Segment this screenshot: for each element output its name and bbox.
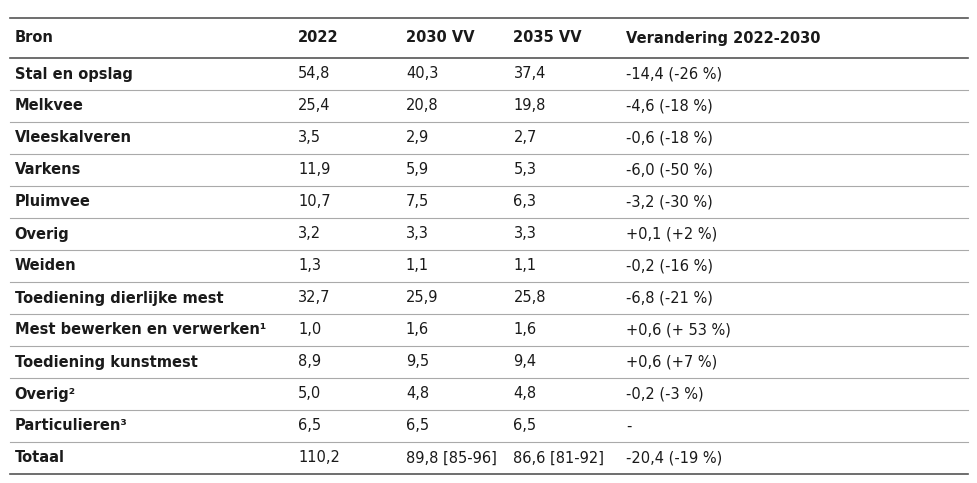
- Text: 25,8: 25,8: [513, 290, 545, 306]
- Text: 3,3: 3,3: [405, 227, 428, 242]
- Text: 2030 VV: 2030 VV: [405, 30, 474, 45]
- Text: 6,5: 6,5: [405, 418, 429, 434]
- Text: 6,3: 6,3: [513, 195, 536, 210]
- Text: 4,8: 4,8: [513, 386, 536, 401]
- Text: +0,6 (+ 53 %): +0,6 (+ 53 %): [625, 323, 730, 338]
- Text: Vleeskalveren: Vleeskalveren: [15, 130, 132, 145]
- Text: +0,1 (+2 %): +0,1 (+2 %): [625, 227, 716, 242]
- Text: -0,6 (-18 %): -0,6 (-18 %): [625, 130, 712, 145]
- Text: 1,0: 1,0: [298, 323, 321, 338]
- Text: Overig: Overig: [15, 227, 69, 242]
- Text: 3,5: 3,5: [298, 130, 321, 145]
- Text: 86,6 [81-92]: 86,6 [81-92]: [513, 451, 604, 466]
- Text: 1,6: 1,6: [405, 323, 429, 338]
- Text: -3,2 (-30 %): -3,2 (-30 %): [625, 195, 712, 210]
- Text: Melkvee: Melkvee: [15, 99, 83, 114]
- Text: 110,2: 110,2: [298, 451, 340, 466]
- Text: 3,3: 3,3: [513, 227, 535, 242]
- Text: 3,2: 3,2: [298, 227, 321, 242]
- Text: 1,1: 1,1: [513, 258, 536, 273]
- Text: 2035 VV: 2035 VV: [513, 30, 581, 45]
- Text: 5,9: 5,9: [405, 162, 429, 177]
- Text: Bron: Bron: [15, 30, 54, 45]
- Text: 1,3: 1,3: [298, 258, 321, 273]
- Text: -0,2 (-16 %): -0,2 (-16 %): [625, 258, 712, 273]
- Text: 54,8: 54,8: [298, 67, 330, 82]
- Text: -20,4 (-19 %): -20,4 (-19 %): [625, 451, 721, 466]
- Text: 2,7: 2,7: [513, 130, 536, 145]
- Text: 7,5: 7,5: [405, 195, 429, 210]
- Text: 9,5: 9,5: [405, 355, 429, 369]
- Text: 1,1: 1,1: [405, 258, 429, 273]
- Text: -4,6 (-18 %): -4,6 (-18 %): [625, 99, 712, 114]
- Text: 19,8: 19,8: [513, 99, 545, 114]
- Text: Verandering 2022-2030: Verandering 2022-2030: [625, 30, 820, 45]
- Text: Toediening dierlijke mest: Toediening dierlijke mest: [15, 290, 223, 306]
- Text: Varkens: Varkens: [15, 162, 81, 177]
- Text: 37,4: 37,4: [513, 67, 545, 82]
- Text: 6,5: 6,5: [513, 418, 536, 434]
- Text: 11,9: 11,9: [298, 162, 330, 177]
- Text: Totaal: Totaal: [15, 451, 64, 466]
- Text: Toediening kunstmest: Toediening kunstmest: [15, 355, 197, 369]
- Text: 5,3: 5,3: [513, 162, 536, 177]
- Text: Particulieren³: Particulieren³: [15, 418, 127, 434]
- Text: 25,9: 25,9: [405, 290, 438, 306]
- Text: 25,4: 25,4: [298, 99, 330, 114]
- Text: 4,8: 4,8: [405, 386, 429, 401]
- Text: 40,3: 40,3: [405, 67, 438, 82]
- Text: 6,5: 6,5: [298, 418, 321, 434]
- Text: -6,0 (-50 %): -6,0 (-50 %): [625, 162, 712, 177]
- Text: -6,8 (-21 %): -6,8 (-21 %): [625, 290, 712, 306]
- Text: Weiden: Weiden: [15, 258, 76, 273]
- Text: 1,6: 1,6: [513, 323, 536, 338]
- Text: +0,6 (+7 %): +0,6 (+7 %): [625, 355, 716, 369]
- Text: 20,8: 20,8: [405, 99, 438, 114]
- Text: Stal en opslag: Stal en opslag: [15, 67, 133, 82]
- Text: Overig²: Overig²: [15, 386, 76, 401]
- Text: Pluimvee: Pluimvee: [15, 195, 91, 210]
- Text: 5,0: 5,0: [298, 386, 321, 401]
- Text: 89,8 [85-96]: 89,8 [85-96]: [405, 451, 496, 466]
- Text: 8,9: 8,9: [298, 355, 321, 369]
- Text: Mest bewerken en verwerken¹: Mest bewerken en verwerken¹: [15, 323, 266, 338]
- Text: 9,4: 9,4: [513, 355, 536, 369]
- Text: 10,7: 10,7: [298, 195, 330, 210]
- Text: 2,9: 2,9: [405, 130, 429, 145]
- Text: -14,4 (-26 %): -14,4 (-26 %): [625, 67, 721, 82]
- Text: 2022: 2022: [298, 30, 339, 45]
- Text: -: -: [625, 418, 630, 434]
- Text: -0,2 (-3 %): -0,2 (-3 %): [625, 386, 702, 401]
- Text: 32,7: 32,7: [298, 290, 330, 306]
